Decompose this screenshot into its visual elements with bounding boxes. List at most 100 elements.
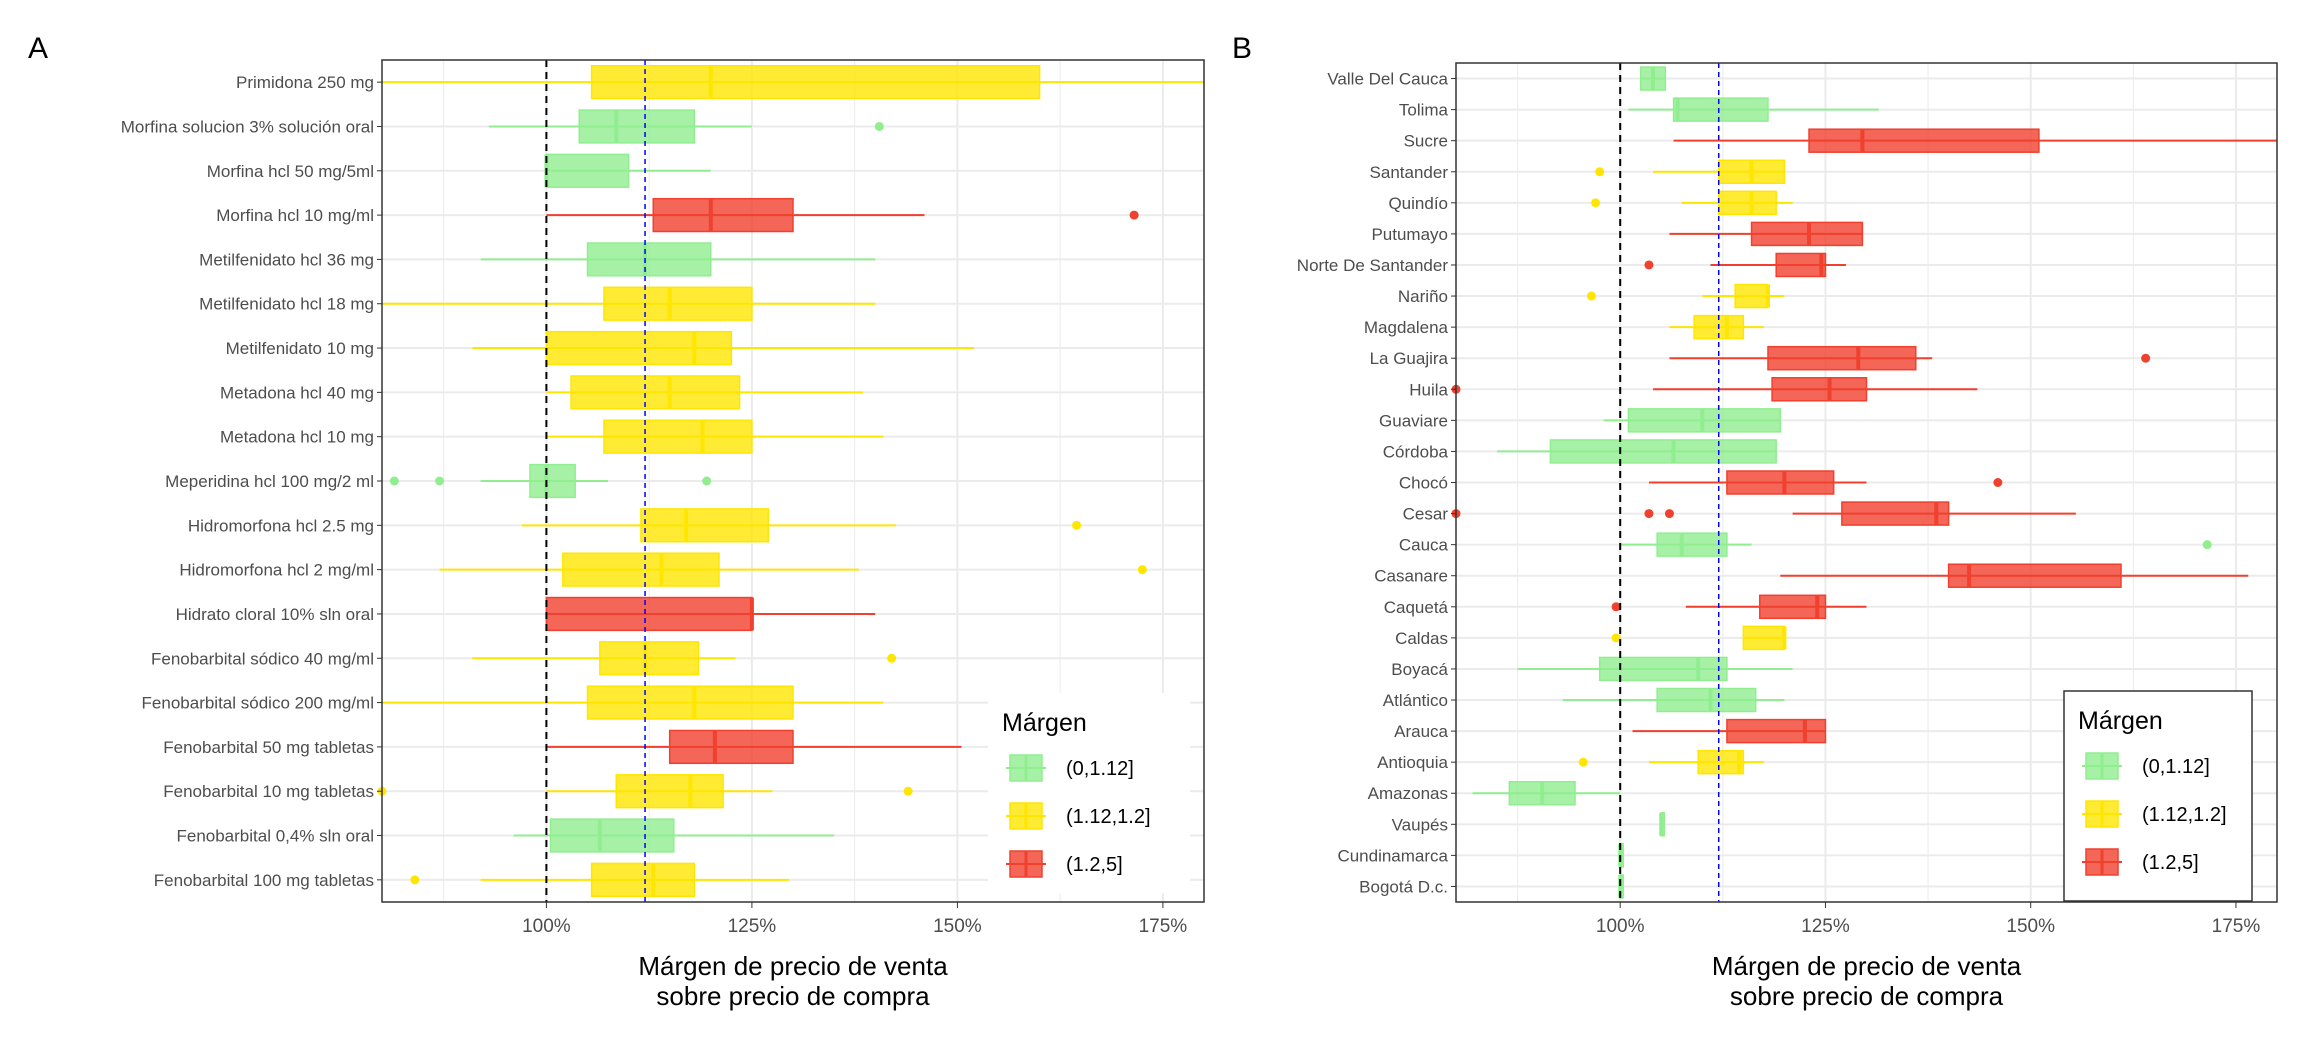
outlier-point (1595, 167, 1605, 177)
box-guaviare: Guaviare (1379, 408, 1782, 433)
panel-border (1455, 62, 2278, 903)
box-body (1808, 128, 2040, 153)
legend-label: (0,1.12] (2142, 756, 2210, 778)
box-fenobarbital-50-mg-tabletas: Fenobarbital 50 mg tabletas (163, 729, 962, 765)
box-body (590, 862, 696, 897)
x-axis-title: sobre precio de compra (1730, 981, 2004, 1011)
box-putumayo: Putumayo (1371, 221, 1864, 247)
outlier-point (1578, 757, 1588, 767)
box-body (603, 286, 753, 321)
y-tick-label: Putumayo (1371, 225, 1448, 244)
box-body (1771, 377, 1868, 402)
box-cesar: Cesar (1403, 501, 2076, 526)
x-tick-label: 125% (1801, 916, 1850, 937)
box-body (1742, 625, 1786, 651)
y-tick-label: Primidona 250 mg (236, 73, 374, 92)
box-body (1767, 345, 1917, 371)
outlier-point (874, 121, 884, 131)
y-tick-label: Metadona hcl 10 mg (220, 428, 374, 447)
outlier-point (1611, 633, 1621, 643)
box-metadona-hcl-10-mg: Metadona hcl 10 mg (220, 419, 884, 454)
y-tick-label: Metilfenidato hcl 18 mg (199, 295, 374, 314)
box-body (1627, 408, 1782, 433)
x-tick-label: 175% (2212, 916, 2261, 937)
box-body (578, 109, 696, 144)
outlier-point (1137, 565, 1147, 575)
box-body (549, 818, 675, 853)
y-tick-label: Norte De Santander (1297, 256, 1449, 275)
y-tick-label: Hidrato cloral 10% sln oral (176, 605, 374, 624)
outlier-point (435, 476, 445, 486)
box-hidromorfona-hcl-2-5-mg: Hidromorfona hcl 2.5 mg (188, 508, 1082, 543)
box-fenobarbital-100-mg-tabletas: Fenobarbital 100 mg tabletas (154, 862, 1180, 897)
x-axis-title: Márgen de precio de venta (1712, 951, 2022, 981)
x-tick-label: 150% (2006, 916, 2055, 937)
x-axis-title: sobre precio de compra (656, 981, 930, 1011)
panel-border (381, 59, 1205, 903)
y-tick-label: Caquetá (1384, 598, 1449, 617)
box-body (545, 330, 733, 366)
panel-label: B (1232, 32, 1252, 65)
box-body (599, 641, 700, 676)
y-tick-label: Tolima (1399, 101, 1449, 120)
outlier-point (1591, 198, 1601, 208)
box-body (668, 729, 794, 765)
y-tick-label: Huila (1409, 380, 1448, 399)
box-metadona-hcl-40-mg: Metadona hcl 40 mg (220, 375, 863, 410)
box-amazonas: Amazonas (1368, 780, 1621, 806)
y-tick-label: Caldas (1395, 629, 1448, 648)
box-body (1549, 439, 1777, 464)
y-tick-label: Metilfenidato hcl 36 mg (199, 250, 374, 269)
outlier-point (410, 875, 420, 885)
legend-label: (0,1.12] (1066, 758, 1134, 780)
box-fenobarbital-s-dico-200-mg-ml: Fenobarbital sódico 200 mg/ml (142, 685, 884, 720)
x-axis-title: Márgen de precio de venta (638, 951, 948, 981)
x-tick-label: 100% (1596, 916, 1645, 937)
box-body (1775, 252, 1827, 278)
legend-label: (1.2,5] (2142, 852, 2199, 874)
box-tolima: Tolima (1399, 97, 1879, 122)
box-body (545, 153, 630, 188)
y-tick-label: Nariño (1398, 287, 1448, 306)
box-metilfenidato-10-mg: Metilfenidato 10 mg (226, 330, 974, 366)
y-tick-label: Morfina hcl 50 mg/5ml (207, 162, 374, 181)
box-hidromorfona-hcl-2-mg-ml: Hidromorfona hcl 2 mg/ml (179, 552, 1147, 587)
box-body (1726, 718, 1827, 744)
y-tick-label: Fenobarbital 100 mg tabletas (154, 871, 374, 890)
box-body (1717, 190, 1777, 216)
y-tick-label: Quindío (1388, 194, 1448, 213)
outlier-point (1644, 509, 1654, 519)
box-body (529, 463, 576, 499)
legend-label: (1.12,1.2] (2142, 804, 2227, 826)
y-tick-label: Metilfenidato 10 mg (226, 339, 374, 358)
legend-label: (1.12,1.2] (1066, 806, 1151, 828)
y-tick-label: Morfina hcl 10 mg/ml (216, 206, 374, 225)
y-tick-label: Bogotá D.c. (1359, 877, 1448, 896)
y-tick-label: Valle Del Cauca (1327, 70, 1448, 89)
legend-label: (1.2,5] (1066, 854, 1123, 876)
y-tick-label: Cesar (1403, 505, 1449, 524)
outlier-point (1993, 478, 2003, 487)
box-fenobarbital-10-mg-tabletas: Fenobarbital 10 mg tabletas (163, 774, 913, 809)
y-tick-label: Fenobarbital 10 mg tabletas (163, 782, 374, 801)
box-body (1598, 656, 1728, 682)
box-casanare: Casanare (1374, 563, 2249, 588)
y-tick-label: Fenobarbital 50 mg tabletas (163, 738, 374, 757)
panel-label: A (28, 32, 48, 65)
box-body (545, 596, 753, 632)
y-tick-label: Córdoba (1383, 442, 1449, 461)
outlier-point (1586, 291, 1596, 301)
x-tick-label: 175% (1139, 916, 1188, 937)
box-body (590, 65, 1041, 100)
box-antioquia: Antioquia (1377, 749, 1764, 775)
outlier-point (2141, 353, 2151, 363)
y-tick-label: Chocó (1399, 474, 1448, 493)
outlier-point (903, 786, 913, 796)
box-metilfenidato-hcl-18-mg: Metilfenidato hcl 18 mg (199, 286, 876, 321)
outlier-point (2202, 540, 2212, 550)
box-morfina-hcl-50-mg-5ml: Morfina hcl 50 mg/5ml (207, 153, 711, 188)
y-tick-label: Metadona hcl 40 mg (220, 383, 374, 402)
y-tick-label: Sucre (1404, 132, 1448, 151)
